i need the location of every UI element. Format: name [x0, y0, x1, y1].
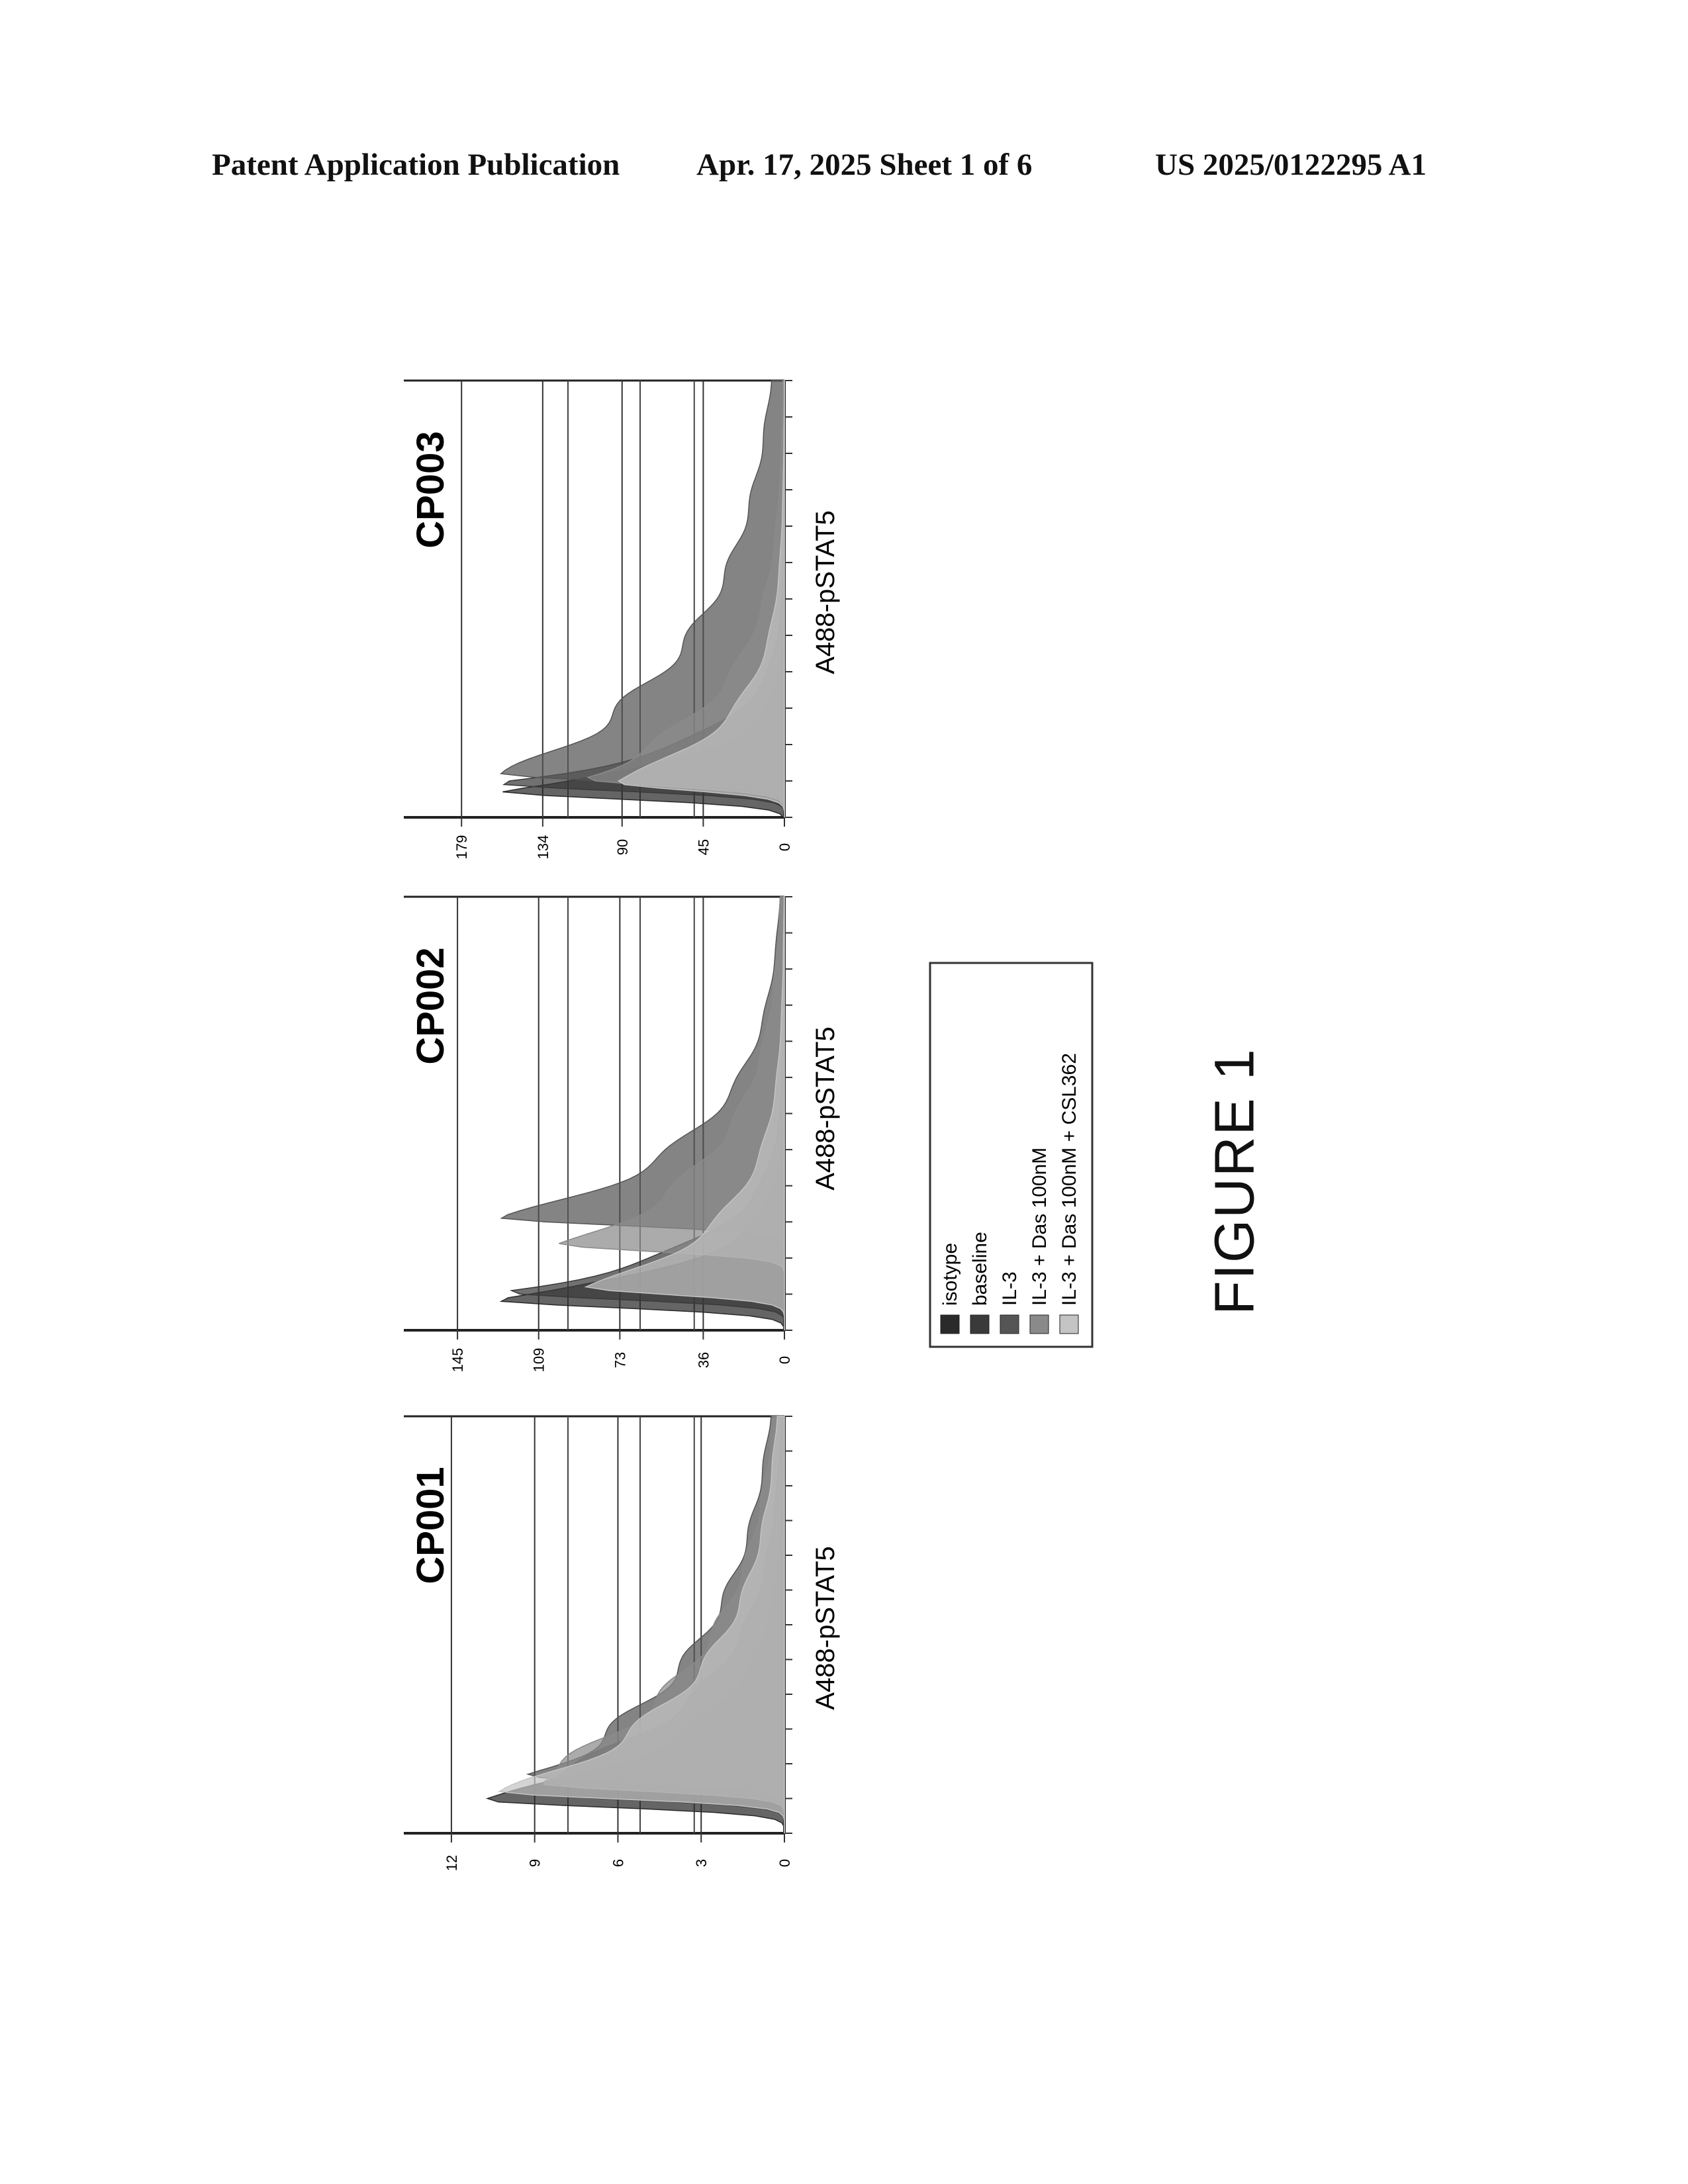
panel-title: CP003 — [409, 431, 452, 548]
panel-x-axis-label: A488-pSTAT5 — [811, 1026, 840, 1191]
histogram-panel-cp002: 0 36 73 109 145 CP002 A488-pSTAT5 — [404, 897, 840, 1372]
figure-label-text: FIGURE 1 — [1203, 1048, 1267, 1314]
count-tick-label: 3 — [693, 1859, 710, 1867]
legend-swatch-5 — [1060, 1315, 1078, 1334]
count-tick-label: 0 — [776, 1356, 793, 1364]
panel-title: CP002 — [409, 947, 452, 1064]
count-tick-label: 12 — [444, 1855, 460, 1871]
count-tick-label: 179 — [453, 835, 470, 860]
legend-swatch-4 — [1030, 1315, 1049, 1334]
legend-label-4: IL-3 + Das 100nM — [1029, 1148, 1051, 1306]
count-tick-label: 45 — [695, 839, 712, 855]
legend-label-5: IL-3 + Das 100nM + CSL362 — [1058, 1053, 1080, 1306]
legend-label-2: baseline — [969, 1232, 991, 1306]
legend-label-1: isotype — [939, 1243, 961, 1306]
count-tick-label: 73 — [612, 1352, 628, 1368]
count-tick-label: 145 — [449, 1348, 466, 1373]
count-tick-label: 6 — [610, 1859, 626, 1867]
panel-x-axis-label: A488-pSTAT5 — [811, 1546, 840, 1710]
histogram-panels: 036912CP001A488-pSTAT503673109145CP002A4… — [404, 381, 840, 1871]
legend-swatch-3 — [1000, 1315, 1019, 1334]
panel-title: CP001 — [409, 1467, 452, 1584]
legend-label-3: IL-3 — [999, 1271, 1021, 1306]
legend-swatch-1 — [941, 1315, 959, 1334]
count-tick-label: 134 — [535, 835, 551, 860]
count-tick-label: 0 — [776, 843, 793, 851]
count-tick-label: 9 — [527, 1859, 543, 1867]
histogram-panel-cp003: 0 45 90 134 179 CP003 A488-pSTAT5 — [404, 381, 840, 859]
histogram-panel-cp001: 0 3 6 9 12 CP001 A488-pSTAT5 — [404, 1416, 840, 1871]
count-tick-label: 109 — [531, 1348, 547, 1373]
count-tick-label: 90 — [614, 839, 631, 855]
legend-swatch-2 — [970, 1315, 989, 1334]
legend: isotype baseline IL-3 IL-3 + Das 100nM IL-3 … — [930, 963, 1092, 1347]
figure-label: FIGURE 1 — [1195, 1049, 1274, 1314]
count-tick-label: 0 — [776, 1859, 793, 1867]
count-tick-label: 36 — [695, 1352, 712, 1368]
panel-x-axis-label: A488-pSTAT5 — [811, 510, 840, 674]
